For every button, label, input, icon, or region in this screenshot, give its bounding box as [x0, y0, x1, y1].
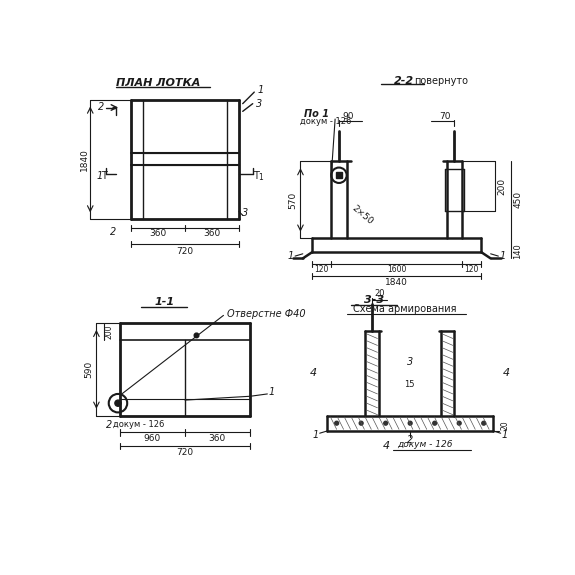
- Text: T: T: [101, 171, 107, 181]
- Text: 3: 3: [242, 208, 248, 218]
- Circle shape: [115, 400, 121, 407]
- Text: 4: 4: [503, 368, 511, 378]
- Text: 3: 3: [256, 99, 262, 109]
- Text: 200: 200: [498, 178, 507, 194]
- Text: 140: 140: [513, 244, 522, 259]
- Text: 450: 450: [513, 191, 522, 209]
- Text: 570: 570: [288, 191, 297, 209]
- Text: 1: 1: [501, 430, 508, 440]
- Text: 3: 3: [407, 356, 413, 367]
- Circle shape: [359, 421, 363, 425]
- Circle shape: [384, 421, 388, 425]
- Circle shape: [194, 333, 199, 338]
- Text: 1840: 1840: [385, 278, 408, 287]
- Text: 1600: 1600: [387, 264, 407, 274]
- Text: 3-3: 3-3: [363, 295, 384, 305]
- Text: 120: 120: [314, 264, 328, 274]
- Text: 1: 1: [288, 251, 294, 261]
- Text: По 1: По 1: [304, 109, 329, 118]
- Text: T: T: [253, 171, 259, 181]
- Text: 1-1: 1-1: [154, 297, 174, 307]
- Text: Отверстне Ф40: Отверстне Ф40: [227, 309, 306, 319]
- Text: 360: 360: [150, 229, 167, 238]
- Circle shape: [482, 421, 486, 425]
- Circle shape: [457, 421, 461, 425]
- Text: повернуто: повернуто: [415, 75, 469, 86]
- Text: 2×50: 2×50: [350, 204, 374, 227]
- Text: 4: 4: [310, 368, 317, 378]
- Text: 90: 90: [343, 112, 354, 121]
- Text: 1: 1: [269, 388, 275, 397]
- Text: 20: 20: [500, 420, 509, 430]
- Text: 720: 720: [177, 448, 194, 457]
- Text: 200: 200: [104, 324, 113, 339]
- Text: 2: 2: [110, 227, 117, 237]
- Circle shape: [335, 421, 339, 425]
- Text: Схема армирования: Схема армирования: [352, 304, 456, 315]
- Bar: [336, 172, 342, 178]
- Text: докум - 126: докум - 126: [113, 420, 164, 430]
- Text: 1: 1: [258, 173, 263, 182]
- Text: 1: 1: [500, 251, 506, 261]
- Text: 360: 360: [204, 229, 221, 238]
- Text: 2: 2: [98, 102, 104, 113]
- Text: 4: 4: [383, 441, 390, 451]
- Text: 2-2: 2-2: [394, 75, 415, 86]
- Text: 1: 1: [257, 85, 263, 95]
- Text: 70: 70: [439, 112, 451, 121]
- Text: докум - 126: докум - 126: [301, 117, 352, 126]
- Circle shape: [433, 421, 436, 425]
- Text: 15: 15: [405, 380, 415, 389]
- Text: 20: 20: [374, 289, 385, 298]
- Text: ПЛАН ЛОТКА: ПЛАН ЛОТКА: [116, 78, 200, 88]
- Text: 960: 960: [143, 434, 160, 443]
- Text: 590: 590: [84, 361, 93, 378]
- Text: 2: 2: [407, 435, 413, 445]
- Text: докум - 126: докум - 126: [397, 440, 453, 449]
- Text: 1: 1: [97, 171, 102, 181]
- Text: 360: 360: [209, 434, 226, 443]
- Text: 120: 120: [464, 264, 478, 274]
- Text: 1840: 1840: [79, 148, 89, 171]
- Circle shape: [408, 421, 412, 425]
- Text: 1: 1: [313, 430, 319, 440]
- Text: 720: 720: [177, 247, 194, 256]
- Text: 2: 2: [106, 420, 112, 430]
